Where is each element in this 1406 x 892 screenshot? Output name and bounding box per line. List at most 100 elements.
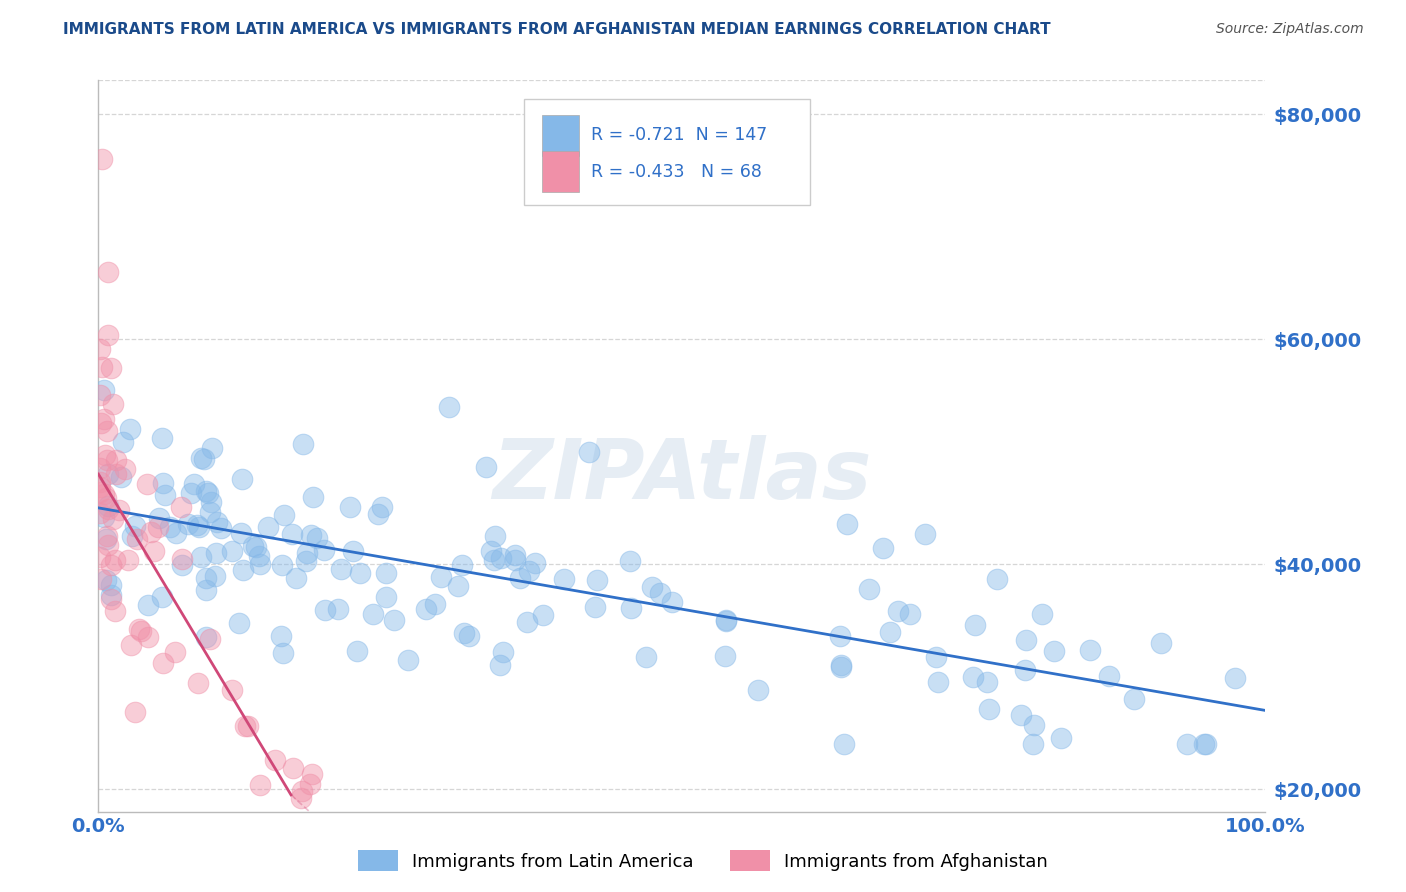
Point	[979, 701, 1001, 715]
Point	[484, 552, 506, 566]
Point	[247, 549, 270, 564]
Point	[114, 462, 136, 476]
Point	[620, 600, 643, 615]
Point	[93, 412, 115, 426]
Point	[927, 675, 949, 690]
Point	[194, 630, 217, 644]
Point	[830, 660, 852, 674]
Point	[457, 629, 479, 643]
Point	[516, 615, 538, 629]
Point	[198, 632, 221, 647]
Point	[914, 527, 936, 541]
Point	[91, 359, 114, 374]
Point	[475, 459, 498, 474]
Point	[374, 590, 396, 604]
Point	[828, 629, 851, 643]
Point	[339, 500, 361, 514]
Point	[97, 499, 120, 513]
Point	[89, 549, 111, 564]
Point	[488, 657, 510, 672]
Point	[270, 629, 292, 643]
Point	[233, 719, 256, 733]
Point	[205, 546, 228, 560]
Point	[89, 475, 111, 489]
Point	[96, 529, 118, 543]
Point	[100, 592, 122, 607]
Point	[1010, 707, 1032, 722]
Point	[962, 669, 984, 683]
Point	[619, 554, 641, 568]
Point	[299, 528, 322, 542]
Point	[187, 675, 209, 690]
Point	[479, 544, 502, 558]
Point	[301, 490, 323, 504]
Point	[170, 500, 193, 515]
Point	[326, 602, 349, 616]
Point	[415, 602, 437, 616]
Point	[648, 586, 671, 600]
Point	[165, 525, 187, 540]
Point	[1194, 737, 1216, 751]
Point	[346, 644, 368, 658]
Point	[1098, 669, 1121, 683]
Point	[152, 656, 174, 670]
Point	[509, 571, 531, 585]
Point	[104, 604, 127, 618]
Point	[879, 625, 901, 640]
Point	[634, 650, 657, 665]
Point	[1015, 633, 1038, 648]
Point	[430, 570, 453, 584]
Point	[90, 416, 112, 430]
Point	[96, 452, 118, 467]
Point	[309, 826, 332, 840]
Point	[228, 616, 250, 631]
Point	[100, 558, 122, 572]
Point	[121, 529, 143, 543]
Point	[89, 480, 111, 494]
Point	[553, 573, 575, 587]
Point	[201, 441, 224, 455]
Point	[117, 552, 139, 566]
Point	[583, 600, 606, 615]
Point	[103, 512, 125, 526]
Point	[295, 553, 318, 567]
Point	[96, 328, 118, 343]
Point	[835, 516, 858, 531]
Point	[232, 563, 254, 577]
Point	[531, 607, 554, 622]
Point	[361, 607, 384, 622]
Point	[271, 647, 294, 661]
Point	[1223, 671, 1246, 685]
Point	[366, 507, 388, 521]
Point	[503, 553, 526, 567]
Point	[120, 638, 142, 652]
Point	[1031, 607, 1053, 621]
Point	[307, 531, 329, 545]
Point	[93, 487, 115, 501]
Text: Source: ZipAtlas.com: Source: ZipAtlas.com	[1216, 22, 1364, 37]
Point	[986, 572, 1008, 586]
Point	[1122, 692, 1144, 706]
Point	[1194, 737, 1216, 751]
Point	[447, 579, 470, 593]
Point	[198, 505, 221, 519]
Point	[298, 777, 321, 791]
Point	[898, 607, 921, 621]
Point	[194, 583, 217, 598]
Point	[423, 598, 446, 612]
Point	[1056, 849, 1078, 863]
Point	[249, 778, 271, 792]
Point	[1078, 642, 1101, 657]
Point	[273, 508, 295, 522]
Point	[451, 558, 474, 572]
Point	[245, 540, 267, 554]
Point	[1024, 718, 1046, 732]
Point	[172, 551, 194, 566]
Point	[586, 573, 609, 587]
Text: R = -0.433   N = 68: R = -0.433 N = 68	[591, 162, 762, 181]
Point	[1043, 644, 1066, 658]
Point	[1177, 737, 1199, 751]
Point	[256, 520, 278, 534]
Point	[314, 603, 336, 617]
Point	[128, 623, 150, 637]
